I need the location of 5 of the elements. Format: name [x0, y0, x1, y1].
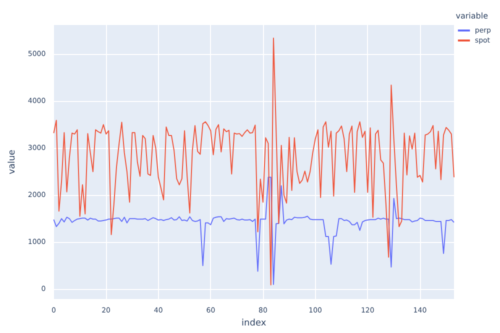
x-axis-title: index [242, 318, 267, 328]
line-series [53, 38, 454, 286]
legend-title: variable [456, 12, 488, 20]
line-series [53, 176, 454, 285]
y-axis-title: value [8, 149, 18, 174]
